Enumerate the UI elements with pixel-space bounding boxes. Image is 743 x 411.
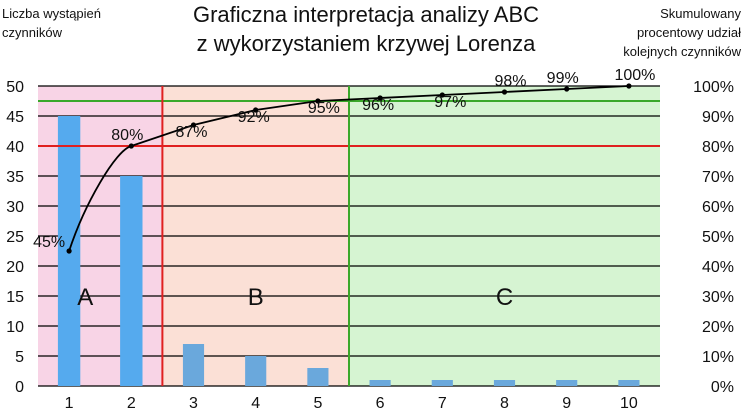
zone-label-a: A [77,284,93,311]
x-tick-label: 6 [376,395,385,411]
left-tick-label: 25 [6,229,24,246]
cumulative-point-3 [190,122,197,128]
x-tick-label: 7 [438,395,447,411]
left-tick-label: 15 [6,289,24,306]
left-tick-label: 30 [6,199,24,216]
right-axis-title-line-3: kolejnych czynników [623,44,741,59]
cumulative-labels: 45% 80% 87% 92% 95% 96% 97% 98% 99% 100% [33,67,655,251]
cumulative-label-8: 98% [494,73,526,90]
left-axis-title-line-1: Liczba wystąpień [2,6,101,21]
cumulative-point-5 [315,98,321,104]
x-tick-label: 9 [562,395,571,411]
x-tick-label: 8 [500,395,509,411]
right-tick-label: 60% [702,199,734,216]
bar-10 [618,380,640,386]
cumulative-point-4 [253,107,259,113]
bar-3 [182,344,205,386]
cumulative-line [66,83,632,254]
bar-9 [556,380,578,386]
left-tick-label: 40 [6,139,24,156]
right-tick-label: 100% [693,79,734,96]
cumulative-point-7 [439,92,445,98]
right-axis-title-line-1: Skumulowany [660,6,741,21]
left-tick-label: 0 [15,379,24,396]
right-tick-label: 30% [702,289,734,306]
right-tick-label: 80% [702,139,734,156]
cumulative-point-6 [377,95,383,101]
zone-label-b: B [248,284,264,311]
x-tick-label: 1 [65,395,74,411]
right-tick-label: 70% [702,169,734,186]
x-tick-label: 2 [127,395,136,411]
right-tick-label: 10% [702,349,734,366]
cumulative-label-5: 95% [308,100,340,117]
bar-2 [120,176,143,386]
cumulative-point-8 [501,89,508,95]
bar-4 [245,356,267,386]
cumulative-label-7: 97% [434,94,466,111]
x-axis: 1 2 3 4 5 6 7 8 9 10 [65,395,638,411]
left-axis: 0 5 10 15 20 25 30 35 40 45 50 [6,79,24,396]
cumulative-label-1: 45% [33,234,65,251]
cumulative-point-10 [626,83,632,89]
x-tick-label: 4 [251,395,260,411]
cumulative-line-path [68,85,629,252]
cumulative-label-2: 80% [111,127,143,144]
right-axis-title-line-2: procentowy udział [637,25,741,40]
cumulative-label-3: 87% [175,124,207,141]
x-tick-label: 3 [189,395,198,411]
cumulative-label-4: 92% [238,109,270,126]
chart-title-line-1: Graficzna interpretacja analizy ABC [193,2,539,27]
left-tick-label: 35 [6,169,24,186]
left-tick-label: 5 [15,349,24,366]
right-tick-label: 20% [702,319,734,336]
cumulative-point-1 [66,248,72,254]
cumulative-point-2 [128,143,134,149]
right-tick-label: 0% [711,379,734,396]
x-tick-label: 10 [620,395,638,411]
bar-5 [307,368,329,386]
zone-label-c: C [496,284,513,311]
left-tick-label: 45 [6,109,24,126]
bar-8 [493,380,516,386]
cumulative-point-9 [564,86,570,92]
cumulative-label-10: 100% [614,67,655,84]
left-axis-title-line-2: czynników [2,25,63,40]
left-tick-label: 50 [6,79,24,96]
bar-6 [369,380,391,386]
right-tick-label: 40% [702,259,734,276]
right-tick-label: 50% [702,229,734,246]
chart-title-line-2: z wykorzystaniem krzywej Lorenza [197,31,536,56]
x-tick-label: 5 [313,395,322,411]
right-axis: 0% 10% 20% 30% 40% 50% 60% 70% 80% 90% 100% [693,79,734,396]
bar-7 [431,380,453,386]
left-tick-label: 10 [6,319,24,336]
zone-labels: A B C [77,284,513,311]
right-tick-label: 90% [702,109,734,126]
cumulative-label-9: 99% [547,70,579,87]
cumulative-label-6: 96% [362,97,394,114]
left-tick-label: 20 [6,259,24,276]
